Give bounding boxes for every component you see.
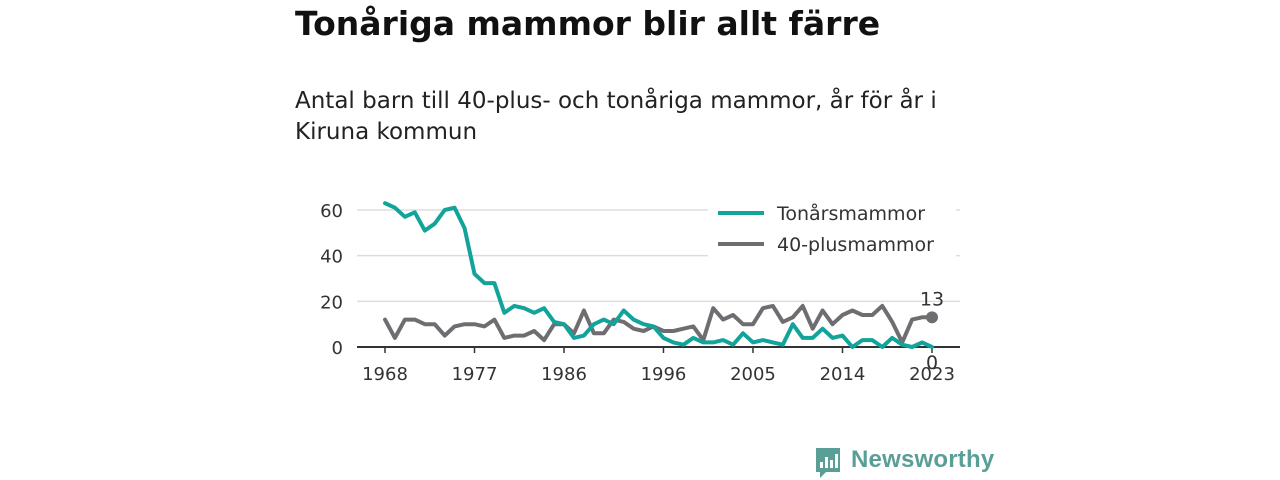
x-tick-label: 2005 <box>730 364 776 385</box>
x-tick-label: 2023 <box>909 364 955 385</box>
end-point-forty <box>926 311 938 324</box>
legend-label-teen: Tonårsmammor <box>776 202 925 225</box>
series-line-teen <box>383 201 934 349</box>
x-tick-label: 1968 <box>362 364 408 385</box>
x-tick-label: 1986 <box>541 364 587 385</box>
x-tick-label: 1996 <box>641 364 687 385</box>
series-lines <box>383 201 934 349</box>
y-tick-label: 60 <box>320 201 343 222</box>
end-label-forty: 13 <box>920 288 944 310</box>
legend: Tonårsmammor 40-plusmammor <box>708 198 956 264</box>
legend-label-forty: 40-plusmammor <box>777 234 934 256</box>
legend-background <box>708 198 956 264</box>
chart-subtitle: Antal barn till 40-plus- och tonåriga ma… <box>295 88 937 145</box>
x-tick-label: 1977 <box>452 364 498 385</box>
newsworthy-logo-icon <box>816 448 840 478</box>
end-labels: 13 0 <box>920 288 944 374</box>
y-tick-label: 0 <box>332 338 343 359</box>
end-label-teen: 0 <box>926 352 938 374</box>
brand-name: Newsworthy <box>851 446 995 473</box>
series-line-forty <box>383 303 934 345</box>
y-tick-label: 20 <box>320 292 343 313</box>
x-tick-label: 2014 <box>820 364 866 385</box>
y-axis-ticks: 0 20 40 60 <box>320 201 343 359</box>
y-tick-label: 40 <box>320 247 343 268</box>
chart-title: Tonåriga mammor blir allt färre <box>295 4 881 43</box>
x-axis-ticks: 1968 1977 1986 1996 2005 2014 2023 <box>362 347 955 385</box>
